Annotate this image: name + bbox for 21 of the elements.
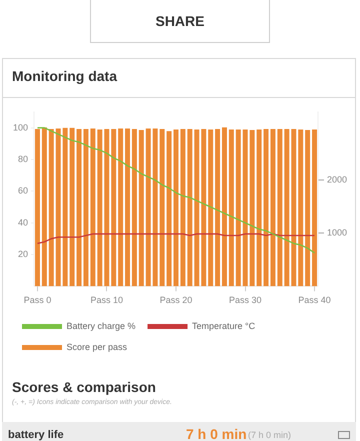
legend-label: Battery charge % <box>66 320 136 331</box>
chart-title: Monitoring data <box>12 68 117 84</box>
text: Scores & comparison <box>12 379 156 395</box>
y2-tick-label: 1000 <box>326 228 348 238</box>
y-tick-label: 40 <box>18 217 28 228</box>
x-tick-label: Pass 20 <box>160 295 192 306</box>
legend-label: Temperature °C <box>192 320 256 331</box>
text: 7 h 0 min <box>186 426 247 441</box>
y-tick-label: 80 <box>18 154 28 164</box>
y-tick-label: 60 <box>18 186 28 196</box>
text: (7 h 0 min) <box>248 430 292 440</box>
x-tick-label: Pass 10 <box>90 295 124 306</box>
x-tick-label: Pass 40 <box>298 295 331 306</box>
legend-label: Score per pass <box>66 342 128 352</box>
text: SHARE <box>90 0 270 43</box>
y-tick-label: 20 <box>18 249 28 260</box>
y-tick-label: 100 <box>12 122 28 132</box>
y2-tick-label: 2000 <box>326 174 348 184</box>
x-tick-label: Pass 0 <box>24 295 52 306</box>
x-tick-label: Pass 30 <box>228 295 262 306</box>
text: battery life <box>8 429 64 441</box>
